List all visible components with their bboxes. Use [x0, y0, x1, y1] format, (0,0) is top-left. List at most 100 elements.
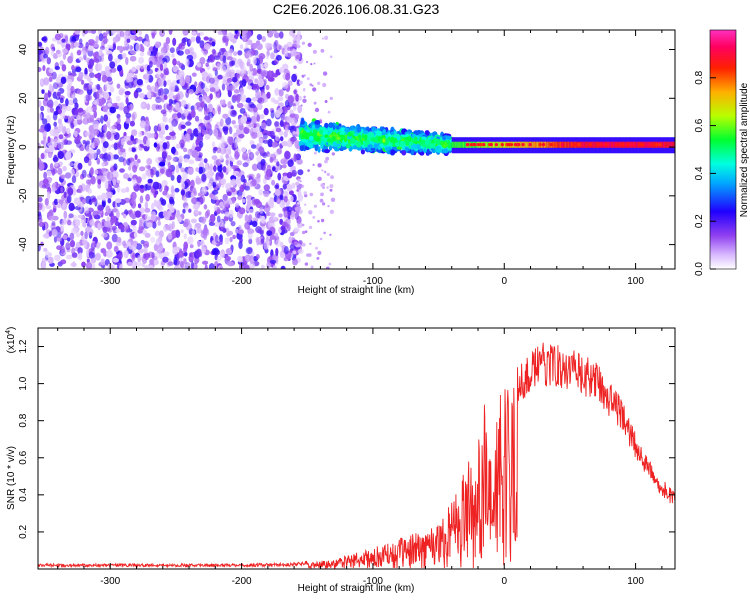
heatmap-cell [221, 206, 227, 212]
heatmap-cell [309, 192, 314, 197]
heatmap-cell [131, 253, 135, 262]
heatmap-cell [317, 250, 322, 255]
heatmap-cell [527, 141, 529, 148]
heatmap-cell [162, 256, 169, 263]
heatmap-cell [61, 203, 68, 211]
heatmap-cell [485, 141, 487, 148]
x-tick-label: -300 [100, 276, 120, 287]
heatmap-cell [124, 90, 131, 96]
heatmap-cell [241, 147, 247, 153]
heatmap-cell [251, 96, 258, 102]
heatmap-cell [256, 103, 263, 110]
heatmap-cell [205, 62, 209, 67]
heatmap-cell [524, 141, 526, 148]
heatmap-cell [69, 240, 76, 248]
heatmap-cell [256, 43, 263, 51]
heatmap-cell [317, 81, 321, 86]
heatmap-cell [109, 106, 116, 114]
heatmap-cell [212, 67, 218, 72]
heatmap-cell [669, 141, 671, 148]
heatmap-cell [275, 188, 281, 197]
heatmap-cell [235, 202, 240, 208]
heatmap-cell [307, 42, 312, 48]
heatmap-cell [169, 82, 176, 92]
heatmap-cell [253, 198, 261, 205]
heatmap-cell [213, 128, 219, 137]
colorbar-tick-label: 0.2 [694, 214, 705, 228]
heatmap-cell [151, 32, 155, 39]
heatmap-cell [585, 141, 588, 148]
heatmap-cell [219, 266, 223, 269]
heatmap-cell [51, 228, 58, 238]
heatmap-cell [252, 56, 257, 66]
heatmap-cell [216, 63, 221, 71]
heatmap-cell [52, 156, 59, 162]
heatmap-cell [169, 131, 176, 136]
heatmap-cell [70, 52, 74, 61]
heatmap-cell [213, 204, 218, 211]
heatmap-cell [201, 95, 209, 102]
heatmap-cell [123, 197, 131, 204]
heatmap-cell [294, 241, 298, 245]
heatmap-cell [498, 141, 500, 148]
heatmap-cell [195, 167, 200, 172]
heatmap-cell [655, 143, 659, 147]
heatmap-cell [87, 30, 94, 34]
heatmap-cell [509, 143, 514, 147]
heatmap-cell [324, 171, 327, 174]
heatmap-cell [181, 37, 187, 44]
heatmap-cell [320, 183, 325, 188]
heatmap-cell [302, 89, 306, 92]
heatmap-cell [211, 141, 216, 149]
heatmap-cell [138, 92, 146, 99]
heatmap-cell [107, 197, 112, 204]
heatmap-cell [203, 36, 209, 41]
heatmap-cell [314, 107, 320, 113]
heatmap-cell [137, 36, 143, 42]
heatmap-cell [190, 47, 194, 55]
heatmap-cell [183, 258, 187, 265]
heatmap-cell [298, 206, 302, 210]
heatmap-cell [396, 135, 401, 141]
heatmap-cell [175, 150, 179, 156]
heatmap-cell [129, 120, 135, 127]
heatmap-cell [308, 225, 313, 230]
heatmap-cell [40, 241, 44, 247]
heatmap-cell [224, 211, 230, 217]
heatmap-cell [171, 221, 175, 230]
heatmap-cell [658, 143, 662, 147]
heatmap-cell [159, 63, 164, 72]
heatmap-cell [296, 52, 300, 56]
heatmap-cell [217, 106, 221, 115]
heatmap-cell [38, 159, 41, 164]
heatmap-cell [88, 251, 94, 259]
heatmap-cell [390, 149, 396, 155]
y-tick-label: -20 [18, 188, 29, 203]
heatmap-cell [57, 142, 64, 150]
heatmap-cell [224, 256, 232, 261]
x-tick-label: -300 [100, 576, 120, 587]
heatmap-cell [54, 254, 61, 261]
heatmap-cell [345, 144, 351, 149]
heatmap-cell [327, 110, 331, 114]
heatmap-cell [74, 109, 79, 116]
heatmap-cell [410, 149, 415, 156]
heatmap-cell [89, 167, 94, 176]
heatmap-cell [460, 141, 462, 148]
heatmap-cell [377, 136, 382, 142]
heatmap-cell [211, 190, 219, 195]
heatmap-cell [610, 141, 613, 148]
heatmap-cell [123, 213, 127, 219]
heatmap-cell [131, 129, 138, 137]
heatmap-cell [180, 261, 184, 269]
heatmap-cell [162, 210, 168, 218]
heatmap-cell [304, 230, 308, 233]
heatmap-cell [257, 97, 265, 104]
heatmap-cell [547, 141, 549, 148]
heatmap-cell [75, 219, 81, 227]
heatmap-cell [422, 143, 426, 148]
heatmap-cell [97, 179, 102, 185]
heatmap-cell [245, 77, 250, 82]
heatmap-cell [305, 129, 311, 133]
heatmap-cell [370, 141, 375, 145]
